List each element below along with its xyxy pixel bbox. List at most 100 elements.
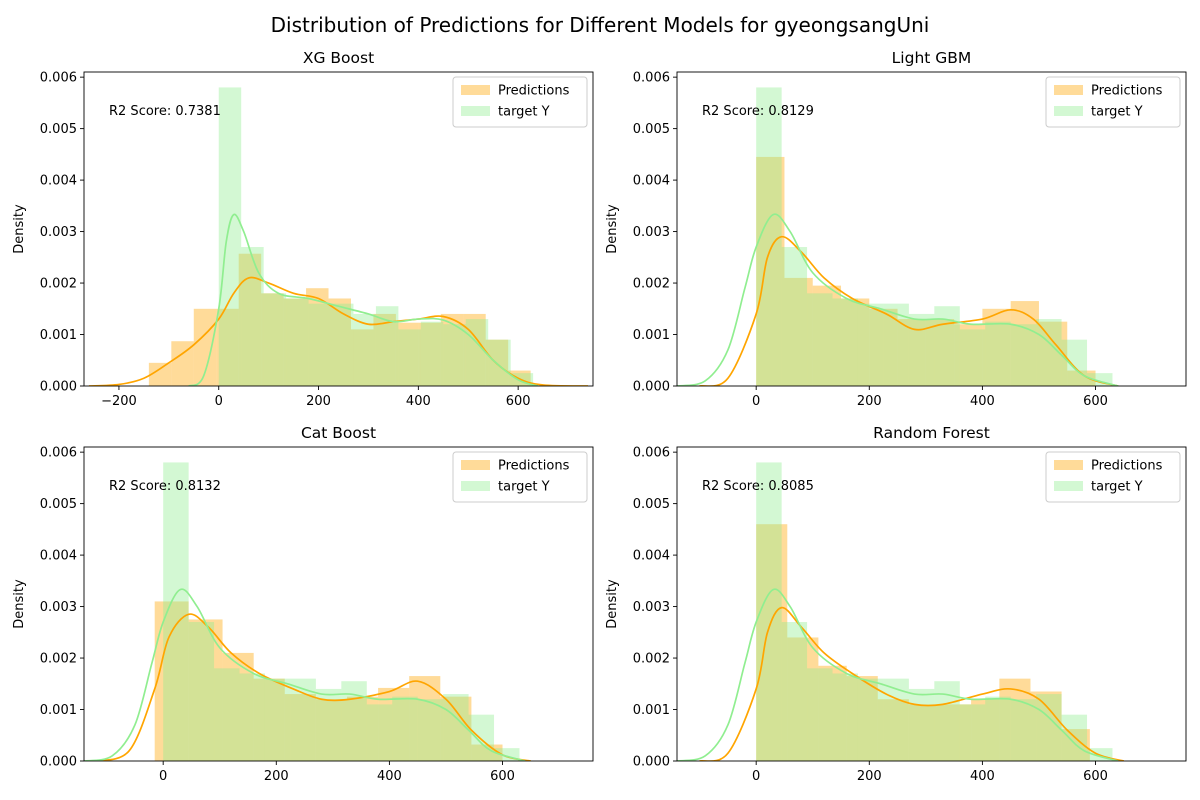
predictions-bar-12 <box>395 322 419 386</box>
predictions-bar-1 <box>756 524 788 761</box>
target-bar-2 <box>781 622 808 761</box>
y-tick-label: 0.003 <box>633 600 670 615</box>
predictions-bar-7 <box>939 704 972 761</box>
target-bar-12 <box>1036 319 1062 386</box>
x-tick-label: 600 <box>1083 394 1108 409</box>
predictions-bar-11 <box>373 313 396 386</box>
panel-1: −200 0 200 400 600 0.000 0.001 0.002 0.003 0.004 0… <box>12 49 594 409</box>
target-bar-12 <box>465 319 489 386</box>
y-tick-label: 0.006 <box>40 71 77 86</box>
legend-label-predictions: Predictions <box>498 84 570 99</box>
target-bar-2 <box>188 622 215 761</box>
target-bar-9 <box>366 704 393 761</box>
target-bar-4 <box>239 673 265 761</box>
x-tick-label: 200 <box>857 394 882 409</box>
target-bar-8 <box>375 306 399 386</box>
predictions-bar-9 <box>328 298 351 386</box>
predictions-bar-11 <box>471 744 503 761</box>
r2-score-annotation: R2 Score: 0.8129 <box>702 104 814 119</box>
legend-box <box>452 451 588 503</box>
predictions-bar-2 <box>171 341 194 386</box>
predictions-bar-5 <box>869 308 898 386</box>
legend-box <box>1045 451 1181 503</box>
legend-swatch-predictions <box>461 85 490 95</box>
y-tick-label: 0.002 <box>40 652 77 667</box>
target-kde-line <box>188 213 539 386</box>
target-bar-7 <box>908 688 935 761</box>
target-bar-7 <box>353 313 376 386</box>
x-tick-label: 200 <box>264 769 289 784</box>
x-tick-label: 200 <box>857 769 882 784</box>
target-bar-10 <box>985 321 1011 386</box>
y-tick-label: 0.000 <box>40 755 77 770</box>
legend-label-target: target Y <box>1091 480 1143 495</box>
target-bar-11 <box>1010 324 1037 386</box>
y-tick-label: 0.002 <box>633 277 670 292</box>
target-bar-11 <box>443 324 466 386</box>
legend-label-predictions: Predictions <box>1091 84 1163 99</box>
subplot-title: Random Forest <box>873 424 990 442</box>
predictions-bar-3 <box>818 665 847 761</box>
target-bar-5 <box>857 303 884 386</box>
r2-score-annotation: R2 Score: 0.7381 <box>109 104 221 119</box>
predictions-bar-7 <box>283 298 307 386</box>
x-tick-label: −200 <box>101 394 137 409</box>
legend-swatch-target <box>1054 481 1083 491</box>
predictions-bar-2 <box>784 277 813 386</box>
x-tick-label: 0 <box>752 394 760 409</box>
target-bar-3 <box>214 668 240 761</box>
x-tick-label: 600 <box>490 769 515 784</box>
predictions-bar-2 <box>787 637 819 761</box>
target-bar-13 <box>1061 339 1088 386</box>
predictions-bar-7 <box>925 319 955 386</box>
y-tick-label: 0.004 <box>633 174 670 189</box>
target-bar-5 <box>264 678 291 761</box>
legend-box <box>452 76 588 128</box>
axes-frame <box>676 446 1187 762</box>
plot-area <box>84 462 531 761</box>
y-tick-label: 0.001 <box>633 703 670 718</box>
predictions-bar-12 <box>1067 370 1096 386</box>
panel-4: 0 200 400 600 0.000 0.001 0.002 0.003 0.004 0.005… <box>605 424 1187 784</box>
predictions-bar-6 <box>315 699 347 761</box>
y-tick-label: 0.006 <box>633 71 670 86</box>
legend-swatch-predictions <box>1054 85 1083 95</box>
panel-2: 0 200 400 600 0.000 0.001 0.002 0.003 0.004 0.005… <box>605 49 1187 409</box>
predictions-bar-14 <box>440 313 464 386</box>
x-tick-label: 200 <box>306 394 331 409</box>
legend-label-target: target Y <box>1091 105 1143 120</box>
predictions-kde-line <box>699 235 1119 386</box>
subplot-title: Light GBM <box>892 49 972 67</box>
target-bar-11 <box>417 699 444 761</box>
legend: Predictions target Y <box>1045 451 1181 503</box>
predictions-bar-4 <box>846 676 878 761</box>
legend-label-target: target Y <box>498 480 550 495</box>
predictions-bar-5 <box>284 694 316 761</box>
y-tick-label: 0.005 <box>40 497 77 512</box>
target-bar-9 <box>398 329 421 386</box>
predictions-bar-1 <box>148 362 172 386</box>
predictions-bar-10 <box>350 329 374 386</box>
predictions-bar-6 <box>261 293 284 386</box>
y-tick-label: 0.004 <box>40 549 77 564</box>
legend-label-target: target Y <box>498 105 550 120</box>
x-tick-label: 400 <box>406 394 431 409</box>
predictions-bar-8 <box>971 699 1000 761</box>
y-tick-label: 0.003 <box>633 225 670 240</box>
target-bar-1 <box>218 87 242 386</box>
legend-label-predictions: Predictions <box>498 459 570 474</box>
y-tick-label: 0.001 <box>40 703 77 718</box>
x-tick-label: 400 <box>970 769 995 784</box>
predictions-bar-4 <box>841 298 870 386</box>
r2-score-annotation: R2 Score: 0.8085 <box>702 479 814 494</box>
predictions-bar-10 <box>1010 301 1039 386</box>
legend: Predictions target Y <box>452 76 588 128</box>
y-axis-label: Density <box>605 579 620 629</box>
target-bar-3 <box>263 293 287 386</box>
legend-swatch-predictions <box>461 460 490 470</box>
predictions-bar-4 <box>216 308 239 386</box>
target-bar-11 <box>1010 699 1037 761</box>
x-tick-label: 400 <box>377 769 402 784</box>
y-tick-label: 0.004 <box>633 549 670 564</box>
